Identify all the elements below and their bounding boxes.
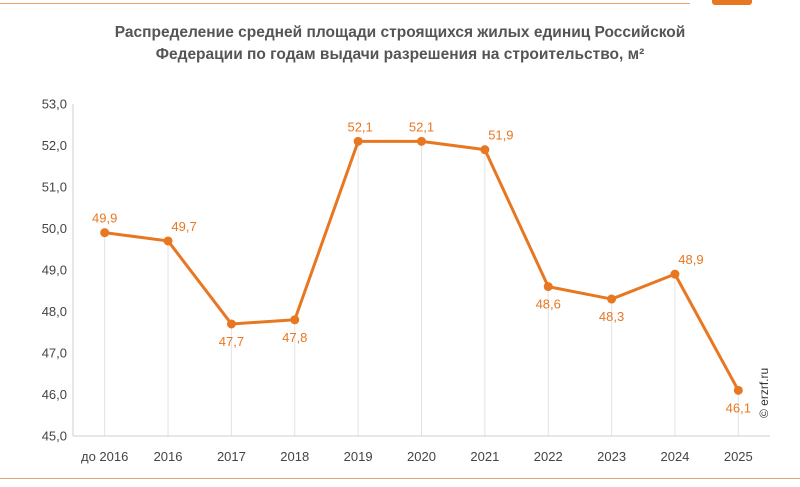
x-tick-label: 2024 [660,449,689,464]
data-label: 47,7 [219,334,244,349]
data-point [670,269,680,279]
y-tick-label: 46,0 [42,387,67,402]
data-point [480,145,490,155]
data-point [290,315,300,325]
data-point [100,228,110,238]
data-point [226,319,236,329]
data-label: 51,9 [488,128,513,143]
y-tick-label: 51,0 [42,180,67,195]
y-tick-label: 53,0 [42,97,67,112]
data-point [543,282,553,292]
data-label: 48,3 [599,309,624,324]
x-tick-label: 2018 [280,449,309,464]
x-tick-label: 2022 [534,449,563,464]
watermark: © erzrf.ru [757,367,771,418]
x-tick-label: 2016 [154,449,183,464]
data-label: 48,6 [536,297,561,312]
y-tick-label: 52,0 [42,138,67,153]
bottom-rule [0,478,800,479]
x-tick-label: 2025 [724,449,753,464]
data-point [733,385,743,395]
data-label: 52,1 [409,119,434,134]
chart-title: Распределение средней площади строящихся… [114,24,686,63]
top-rule [0,3,690,4]
data-label: 48,9 [678,252,703,267]
data-label: 52,1 [347,119,372,134]
y-tick-label: 50,0 [42,221,67,236]
data-point [417,136,426,146]
data-label: 49,9 [92,211,117,226]
x-tick-label: до 2016 [81,449,128,464]
x-tick-label: 2017 [217,449,246,464]
data-label: 49,7 [171,219,196,234]
top-decoration [0,0,800,6]
y-tick-label: 45,0 [42,429,67,444]
y-tick-label: 47,0 [42,346,67,361]
data-label: 46,1 [726,400,751,415]
x-tick-label: 2019 [344,449,373,464]
x-tick-label: 2021 [470,449,499,464]
x-tick-label: 2020 [407,449,436,464]
brand-mark [712,0,752,5]
x-tick-label: 2023 [597,449,626,464]
y-tick-label: 49,0 [42,263,67,278]
data-label: 47,8 [282,330,307,345]
data-point [353,136,363,146]
y-tick-label: 48,0 [42,304,67,319]
data-point [163,236,173,246]
data-point [607,294,617,304]
